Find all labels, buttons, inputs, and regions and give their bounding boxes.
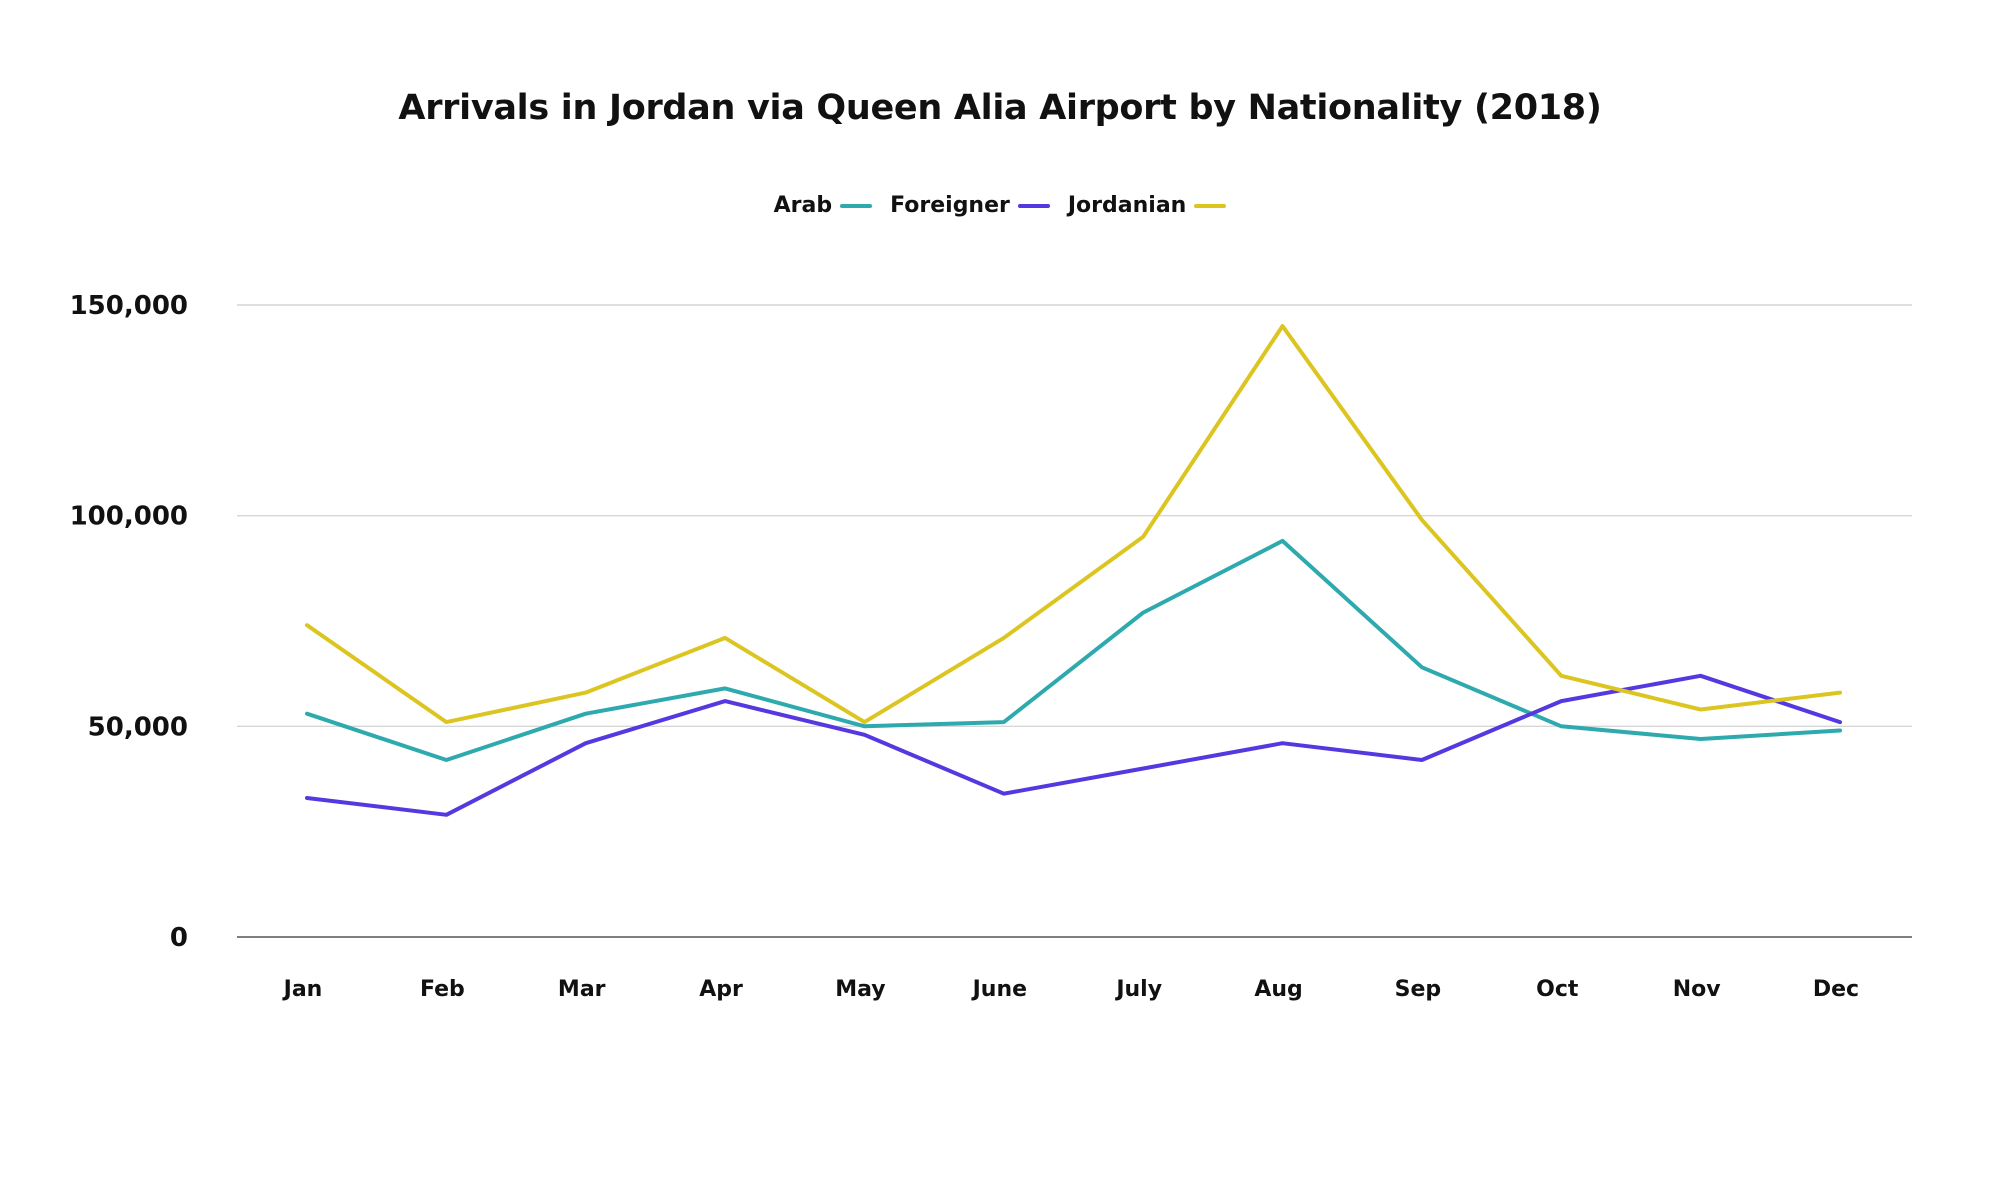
series-line-arab	[305, 538, 1842, 762]
x-tick-label: Mar	[558, 977, 606, 1002]
legend-item-foreigner: Foreigner	[890, 193, 1050, 218]
x-tick-label: Feb	[420, 977, 465, 1002]
series-line-foreigner	[305, 673, 1842, 817]
y-axis-tick-labels: 0 50,000 100,000 150,000	[70, 291, 188, 953]
legend: Arab Foreigner Jordanian	[0, 193, 2000, 218]
legend-label-arab: Arab	[773, 193, 833, 218]
x-tick-label: Nov	[1673, 977, 1722, 1002]
x-tick-label: Aug	[1254, 977, 1302, 1002]
x-tick-label: June	[971, 977, 1027, 1002]
gridlines	[237, 304, 1912, 938]
series-lines	[305, 324, 1842, 817]
y-tick-label: 0	[170, 923, 188, 953]
legend-swatch-jordanian	[1194, 203, 1227, 208]
legend-swatch-foreigner	[1017, 203, 1050, 208]
legend-label-jordanian: Jordanian	[1067, 193, 1187, 218]
legend-swatch-arab	[840, 203, 873, 208]
x-tick-label: July	[1114, 977, 1162, 1002]
legend-label-foreigner: Foreigner	[890, 193, 1010, 218]
y-tick-label: 100,000	[70, 502, 188, 532]
series-line-jordanian	[305, 324, 1842, 725]
chart-title: Arrivals in Jordan via Queen Alia Airpor…	[398, 88, 1602, 128]
x-tick-label: Apr	[699, 977, 743, 1002]
x-axis-tick-labels: Jan Feb Mar Apr May June July Aug Sep Oct Nov Dec	[282, 977, 1859, 1002]
x-tick-label: Dec	[1813, 977, 1859, 1002]
legend-item-jordanian: Jordanian	[1067, 193, 1227, 218]
x-tick-label: Sep	[1395, 977, 1442, 1002]
y-tick-label: 150,000	[70, 291, 188, 321]
legend-item-arab: Arab	[773, 193, 873, 218]
x-tick-label: Jan	[282, 977, 323, 1002]
x-tick-label: May	[835, 977, 885, 1002]
x-tick-label: Oct	[1536, 977, 1579, 1002]
y-tick-label: 50,000	[88, 712, 188, 742]
